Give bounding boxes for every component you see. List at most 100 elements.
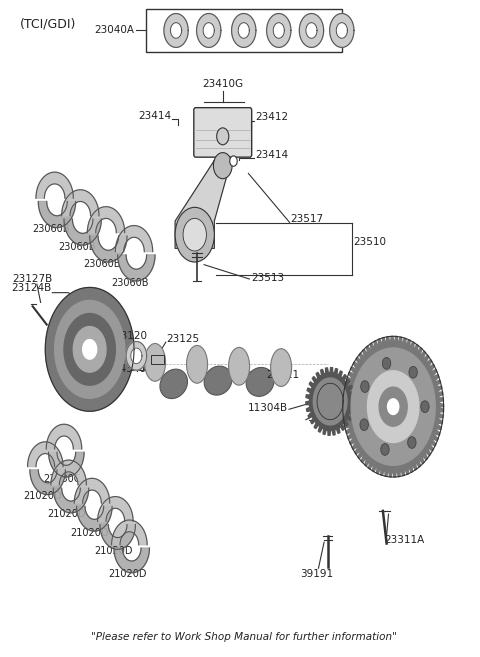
Text: 23060B: 23060B — [32, 224, 70, 234]
Text: 23060B: 23060B — [84, 259, 121, 269]
Text: 11304B: 11304B — [248, 403, 288, 413]
Polygon shape — [115, 225, 153, 252]
Text: 23513: 23513 — [251, 273, 284, 283]
FancyBboxPatch shape — [194, 108, 252, 157]
Text: 23125: 23125 — [166, 334, 199, 344]
Polygon shape — [97, 497, 133, 521]
Polygon shape — [118, 255, 155, 281]
Circle shape — [381, 443, 389, 455]
Text: 23414: 23414 — [255, 150, 288, 160]
Circle shape — [214, 152, 232, 179]
Text: 23311A: 23311A — [384, 535, 424, 545]
Polygon shape — [55, 300, 125, 398]
Polygon shape — [306, 22, 317, 38]
Ellipse shape — [228, 348, 250, 385]
Polygon shape — [351, 348, 435, 465]
Polygon shape — [38, 202, 76, 227]
Text: 23414: 23414 — [138, 111, 171, 121]
Polygon shape — [368, 371, 419, 443]
Text: 23510: 23510 — [353, 237, 386, 247]
Text: "Please refer to Work Shop Manual for further information": "Please refer to Work Shop Manual for fu… — [91, 632, 396, 642]
Text: 23060B: 23060B — [111, 277, 149, 288]
Polygon shape — [112, 520, 147, 545]
Polygon shape — [74, 478, 110, 503]
Text: 39190A: 39190A — [307, 413, 347, 423]
Circle shape — [230, 156, 237, 166]
Polygon shape — [203, 22, 215, 38]
Text: (TCI/GDI): (TCI/GDI) — [20, 17, 76, 30]
Polygon shape — [313, 378, 347, 425]
Ellipse shape — [144, 344, 166, 381]
Text: 21020D: 21020D — [71, 528, 109, 537]
Polygon shape — [64, 313, 115, 385]
Circle shape — [183, 218, 206, 251]
Ellipse shape — [246, 367, 274, 396]
Polygon shape — [232, 14, 256, 47]
Polygon shape — [330, 14, 354, 47]
Ellipse shape — [271, 349, 292, 386]
Polygon shape — [61, 190, 99, 215]
Circle shape — [409, 367, 417, 378]
Polygon shape — [64, 219, 101, 245]
Circle shape — [421, 401, 429, 413]
Polygon shape — [114, 548, 149, 573]
Polygon shape — [126, 342, 146, 370]
Polygon shape — [30, 470, 65, 495]
Circle shape — [175, 208, 215, 262]
Text: 21020D: 21020D — [94, 546, 132, 556]
Polygon shape — [175, 160, 231, 248]
Polygon shape — [83, 340, 96, 359]
Polygon shape — [27, 442, 63, 466]
Polygon shape — [77, 507, 112, 531]
Polygon shape — [73, 327, 106, 372]
Polygon shape — [51, 460, 86, 485]
Text: 24340: 24340 — [113, 364, 146, 374]
Polygon shape — [48, 452, 84, 477]
Text: 23200B: 23200B — [382, 390, 421, 399]
Polygon shape — [197, 14, 221, 47]
Polygon shape — [336, 22, 348, 38]
Polygon shape — [36, 172, 73, 198]
Text: 21020D: 21020D — [47, 509, 85, 520]
Polygon shape — [273, 22, 284, 38]
Text: 39191: 39191 — [300, 570, 333, 579]
Text: 23412: 23412 — [255, 112, 288, 122]
Polygon shape — [90, 236, 127, 262]
Circle shape — [360, 380, 369, 392]
Polygon shape — [46, 424, 82, 449]
Polygon shape — [53, 488, 89, 513]
Ellipse shape — [187, 346, 207, 383]
Text: 23040A: 23040A — [94, 26, 134, 35]
Bar — [146, 9, 342, 52]
Polygon shape — [100, 524, 135, 549]
Text: 23410G: 23410G — [202, 79, 243, 89]
Polygon shape — [387, 399, 399, 415]
Text: 21020D: 21020D — [24, 491, 62, 501]
Text: 23111: 23111 — [266, 370, 300, 380]
Polygon shape — [87, 207, 125, 233]
Circle shape — [408, 437, 416, 448]
Text: 23120: 23120 — [114, 331, 147, 341]
Text: 23127B: 23127B — [12, 273, 53, 284]
Circle shape — [383, 357, 391, 369]
Polygon shape — [238, 22, 250, 38]
Polygon shape — [131, 348, 142, 364]
Polygon shape — [45, 288, 134, 411]
Polygon shape — [151, 355, 164, 365]
Polygon shape — [317, 383, 343, 420]
Text: 21030C: 21030C — [43, 474, 81, 484]
Polygon shape — [343, 336, 444, 477]
Polygon shape — [306, 368, 354, 436]
Polygon shape — [379, 387, 407, 426]
Polygon shape — [300, 14, 324, 47]
Circle shape — [360, 419, 368, 430]
Circle shape — [216, 128, 229, 145]
Ellipse shape — [204, 366, 232, 395]
Polygon shape — [164, 14, 188, 47]
Text: 23060B: 23060B — [58, 242, 96, 252]
Text: 23124B: 23124B — [11, 283, 51, 293]
Polygon shape — [170, 22, 181, 38]
Ellipse shape — [160, 369, 188, 399]
Text: 23517: 23517 — [290, 214, 324, 223]
Polygon shape — [267, 14, 291, 47]
